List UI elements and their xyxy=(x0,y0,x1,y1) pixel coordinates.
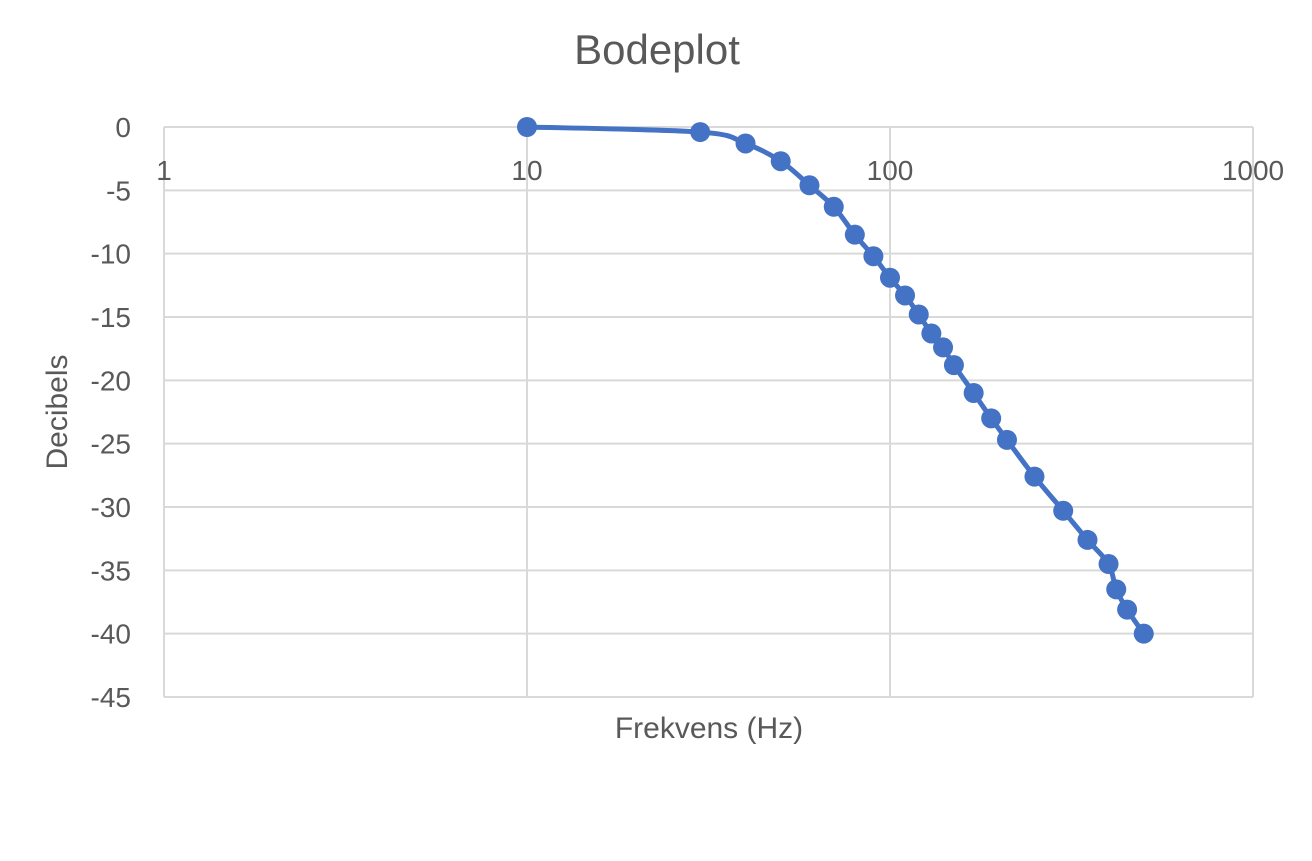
y-tick-label: -30 xyxy=(91,492,131,523)
x-tick-labels: 1 10 100 1000 xyxy=(156,155,1284,186)
y-tick-label: -35 xyxy=(91,555,131,586)
x-tick-label: 100 xyxy=(867,155,914,186)
y-tick-label: -15 xyxy=(91,302,131,333)
data-point xyxy=(908,304,929,325)
data-point xyxy=(799,175,820,196)
data-point xyxy=(517,117,537,137)
y-tick-label: -5 xyxy=(106,175,131,206)
data-point xyxy=(1133,623,1154,644)
data-point xyxy=(943,355,964,376)
data-point xyxy=(996,429,1017,450)
data-point xyxy=(921,323,942,344)
y-axis-label: Decibels xyxy=(41,354,74,469)
y-tick-label: -25 xyxy=(91,429,131,460)
y-tick-label: -10 xyxy=(91,239,131,270)
y-tick-labels: 0 -5 -10 -15 -20 -25 -30 -35 -40 -45 xyxy=(91,112,131,713)
x-tick-label: 1 xyxy=(156,155,172,186)
data-point xyxy=(1077,529,1098,550)
y-tick-label: -45 xyxy=(91,682,131,713)
data-point xyxy=(690,122,711,143)
data-point xyxy=(1106,579,1127,600)
data-point xyxy=(1024,466,1045,487)
data-point xyxy=(933,337,954,358)
gridlines xyxy=(163,126,1254,698)
data-point xyxy=(895,285,916,306)
data-point xyxy=(880,267,900,288)
x-tick-label: 1000 xyxy=(1222,155,1284,186)
data-point xyxy=(735,133,756,154)
data-point xyxy=(981,408,1002,429)
y-tick-label: -40 xyxy=(91,619,131,650)
series-layer xyxy=(517,117,1154,644)
data-point xyxy=(963,383,984,403)
y-tick-label: -20 xyxy=(91,365,131,396)
data-point xyxy=(1098,554,1119,574)
data-point xyxy=(770,151,791,172)
y-tick-label: 0 xyxy=(115,112,131,143)
data-point xyxy=(823,196,844,217)
data-point xyxy=(1117,599,1138,620)
x-axis-label: Frekvens (Hz) xyxy=(615,712,803,745)
chart-title: Bodeplot xyxy=(574,26,740,73)
data-point xyxy=(1053,500,1074,521)
data-point xyxy=(863,246,884,267)
x-tick-label: 10 xyxy=(511,155,542,186)
data-point xyxy=(844,224,865,245)
